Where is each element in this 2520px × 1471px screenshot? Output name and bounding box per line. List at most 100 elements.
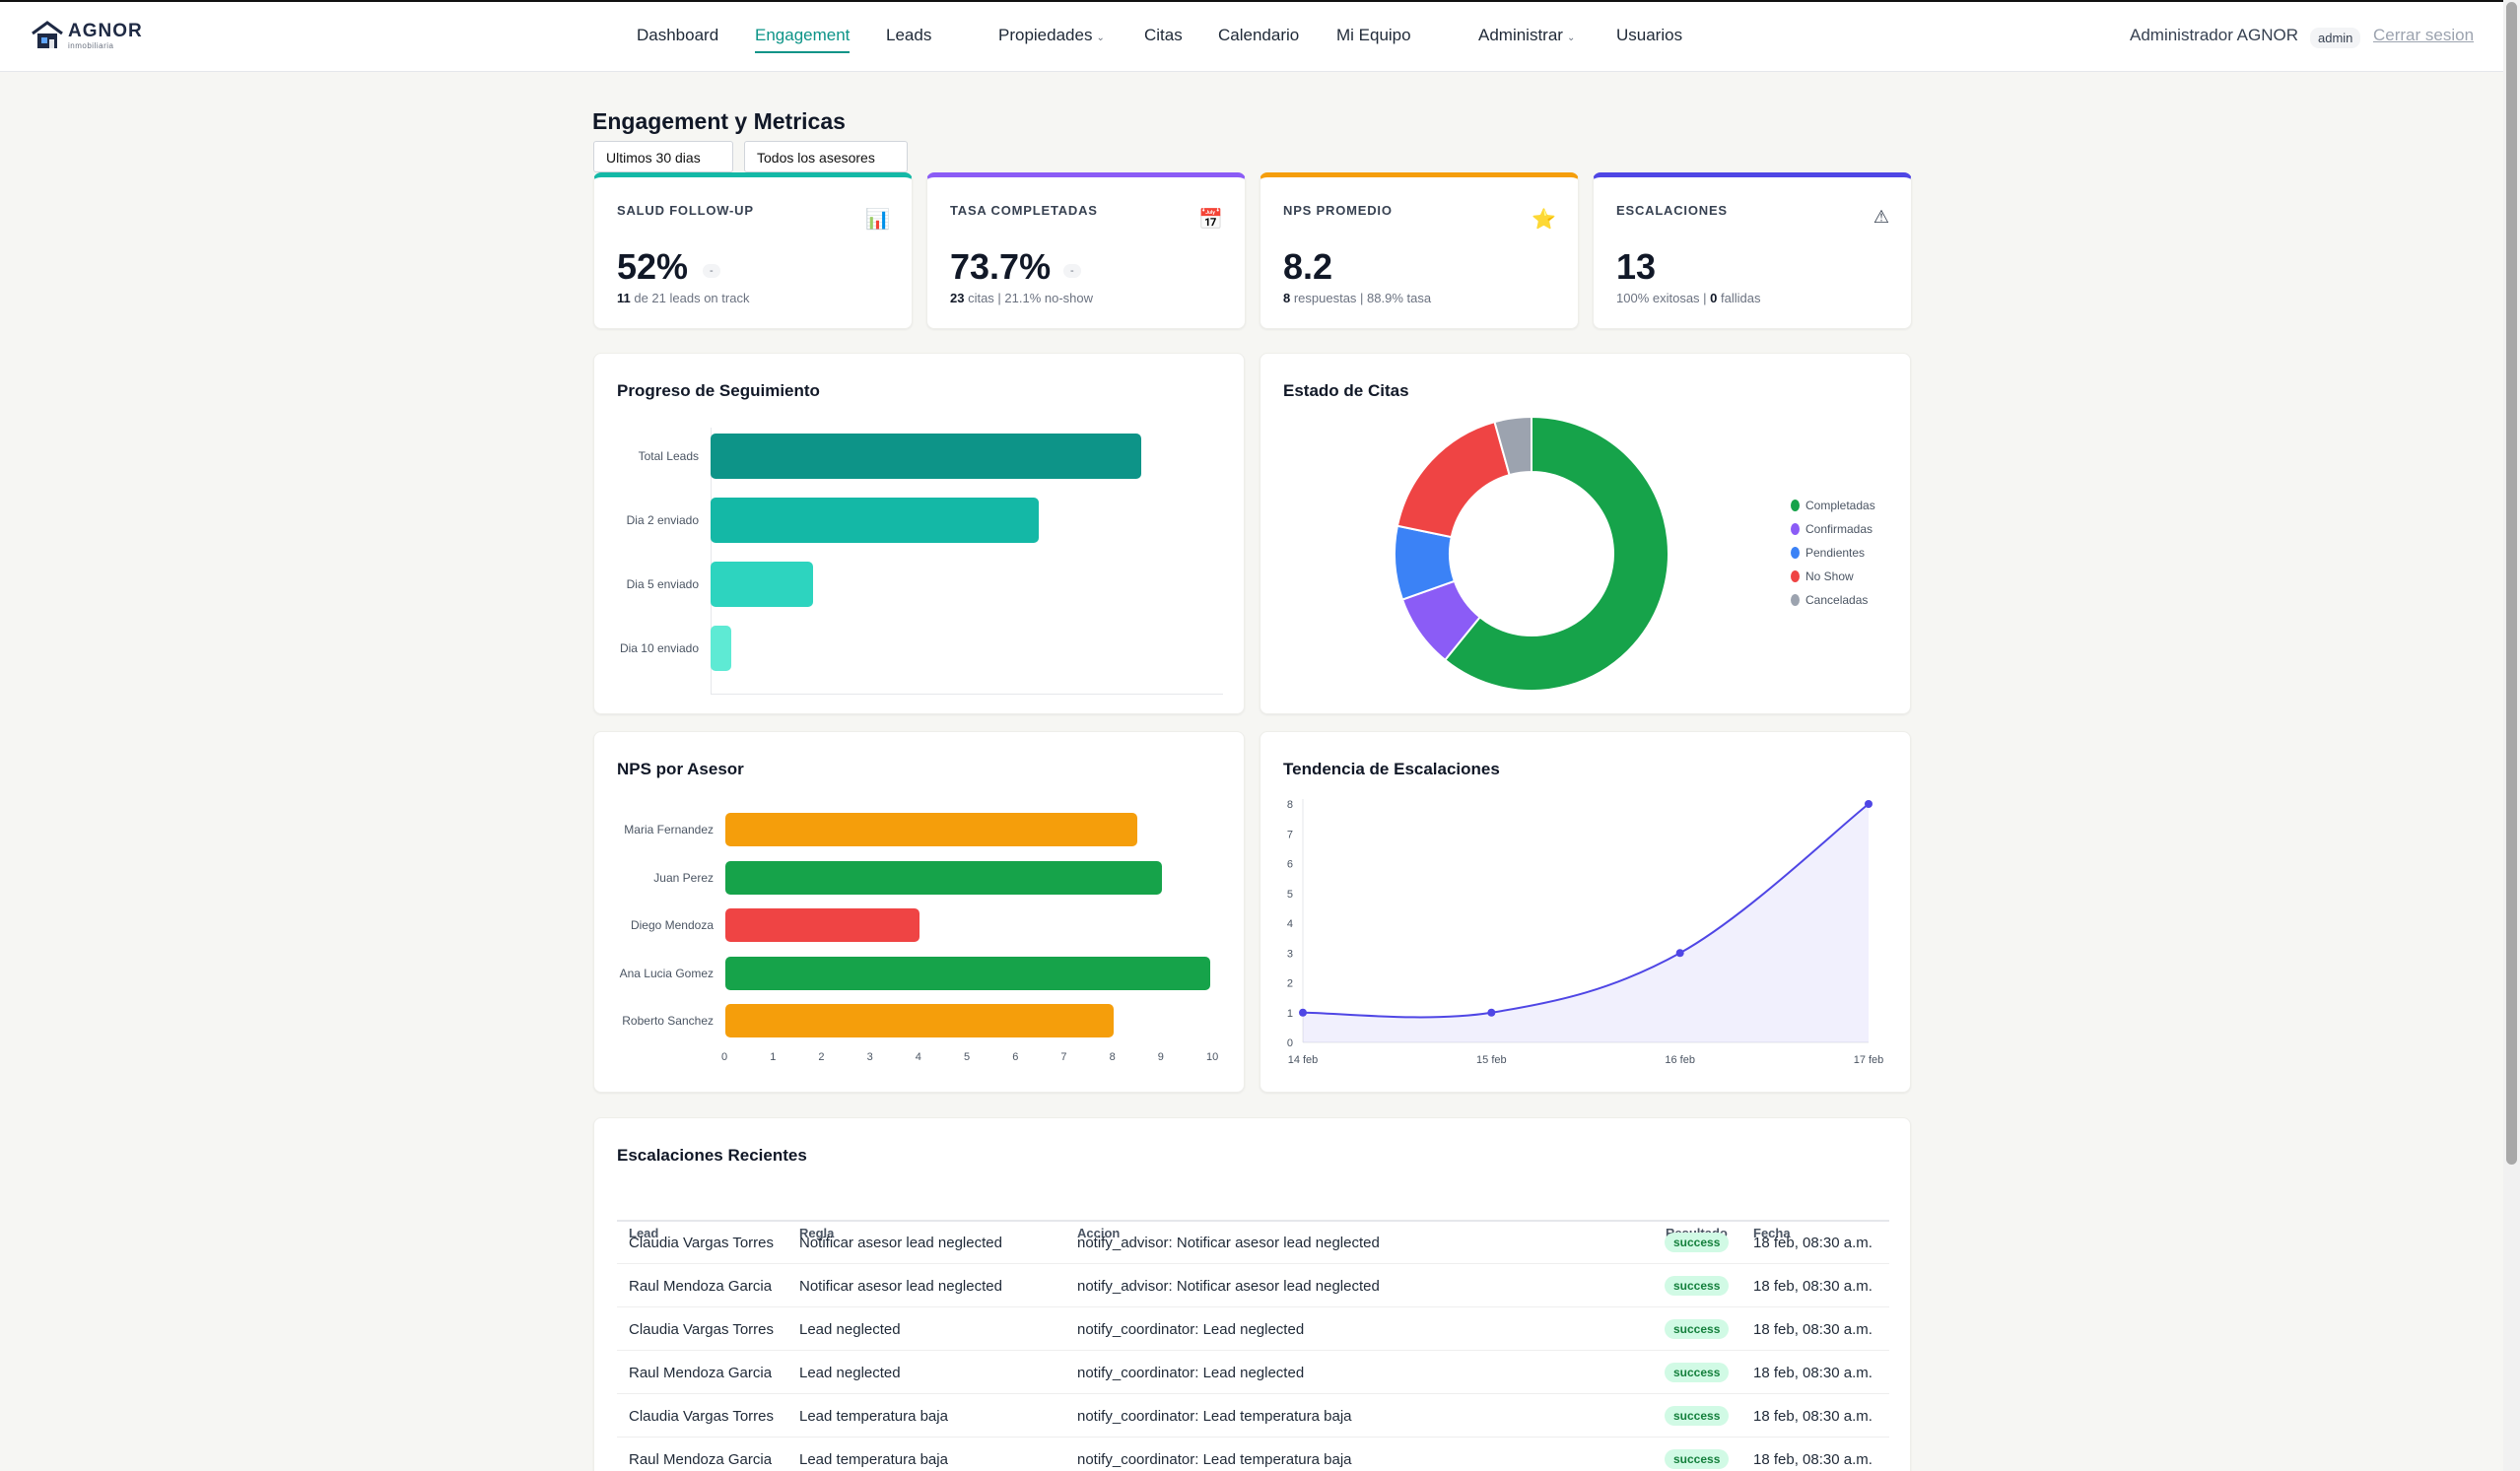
kpi-sub-text: respuestas | 88.9% tasa (1290, 291, 1432, 305)
brand-logo[interactable]: AGNOR inmobiliaria (31, 20, 143, 51)
period-select[interactable]: Ultimos 30 dias (593, 141, 733, 172)
cell-fecha: 18 feb, 08:30 a.m. (1753, 1365, 1873, 1381)
y-tick-label: 0 (1287, 1037, 1293, 1049)
kpi-sub-count: 11 (617, 291, 631, 305)
cell-fecha: 18 feb, 08:30 a.m. (1753, 1451, 1873, 1468)
column-header-lead[interactable]: Lead (629, 1226, 659, 1240)
nav-usuarios[interactable]: Usuarios (1616, 26, 1683, 44)
user-name: Administrador AGNOR (2130, 26, 2298, 44)
data-point (1675, 949, 1684, 958)
x-tick-label: 7 (1060, 1051, 1067, 1063)
cell-regla: Lead neglected (799, 1365, 901, 1381)
y-tick-label: 6 (1287, 859, 1293, 871)
table-row[interactable]: Claudia Vargas Torres Lead neglected notif… (617, 1307, 1889, 1351)
x-tick-label: 6 (1012, 1051, 1019, 1063)
y-tick-label: 5 (1287, 889, 1293, 901)
x-tick-label: 16 feb (1665, 1054, 1695, 1066)
legend-label: Pendientes (1805, 546, 1866, 560)
nav-citas[interactable]: Citas (1144, 26, 1183, 44)
advisor-select[interactable]: Todos los asesores (744, 141, 908, 172)
nav-propiedades-label: Propiedades (998, 26, 1093, 44)
nav-propiedades[interactable]: Propiedades ⌄ (998, 26, 1105, 45)
cell-lead: Claudia Vargas Torres (629, 1321, 775, 1338)
bar-label: Dia 2 enviado (626, 513, 699, 527)
status-badge: success (1665, 1363, 1730, 1382)
house-logo-icon (32, 21, 63, 48)
nps-chart-card: NPS por Asesor Maria Fernandez Juan Perez… (593, 731, 1245, 1093)
nav-administrar[interactable]: Administrar ⌄ (1478, 26, 1575, 45)
column-header-fecha[interactable]: Fecha (1753, 1226, 1791, 1240)
cell-regla: Notificar asesor lead neglected (799, 1278, 1002, 1295)
table-row[interactable]: Raul Mendoza Garcia Lead neglected notify_… (617, 1351, 1889, 1394)
legend-swatch (1791, 523, 1800, 535)
legend-swatch (1791, 500, 1800, 511)
table-row[interactable]: Raul Mendoza Garcia Notificar asesor lead… (617, 1264, 1889, 1307)
status-badge: success (1665, 1276, 1730, 1296)
legend-swatch (1791, 594, 1800, 606)
legend-item: Pendientes (1791, 546, 1865, 560)
y-tick-label: 1 (1287, 1008, 1293, 1020)
x-tick-label: 14 feb (1288, 1054, 1319, 1066)
brand-subtitle: inmobiliaria (68, 40, 114, 50)
legend-item: Completadas (1791, 499, 1875, 512)
cell-lead: Claudia Vargas Torres (629, 1408, 775, 1425)
kpi-label: TASA COMPLETADAS (950, 203, 1098, 218)
kpi-value: 13 (1616, 246, 1657, 287)
scrollbar-thumb[interactable] (2506, 2, 2517, 1165)
table-row[interactable]: Claudia Vargas Torres Lead temperatura ba… (617, 1394, 1889, 1438)
citas-chart-card: Estado de Citas Completadas Confirmadas Pe… (1260, 353, 1911, 714)
y-tick-label: 3 (1287, 948, 1293, 960)
nav-mi-equipo[interactable]: Mi Equipo (1336, 26, 1411, 44)
bar (711, 498, 1039, 543)
bar (711, 626, 731, 671)
cell-regla: Lead neglected (799, 1321, 901, 1338)
y-tick-label: 8 (1287, 799, 1293, 811)
kpi-delta-badge: - (703, 264, 720, 278)
cell-fecha: 18 feb, 08:30 a.m. (1753, 1235, 1873, 1251)
x-tick-label: 10 (1206, 1051, 1219, 1063)
bar-label: Dia 5 enviado (626, 577, 699, 591)
bar-label: Ana Lucia Gomez (619, 966, 714, 980)
legend-label: Completadas (1805, 499, 1875, 512)
cell-accion: notify_advisor: Notificar asesor lead ne… (1077, 1235, 1380, 1251)
table-title: Escalaciones Recientes (617, 1146, 807, 1165)
bar (711, 434, 1141, 479)
nav-administrar-label: Administrar (1478, 26, 1563, 44)
nav-dashboard[interactable]: Dashboard (637, 26, 719, 44)
table-header-divider (617, 1220, 1889, 1222)
logout-link[interactable]: Cerrar sesion (2373, 26, 2475, 44)
cell-lead: Raul Mendoza Garcia (629, 1365, 773, 1381)
cell-regla: Notificar asesor lead neglected (799, 1235, 1002, 1251)
kpi-value: 52% (617, 246, 689, 287)
nav-leads[interactable]: Leads (886, 26, 932, 44)
kpi-delta-badge: - (1063, 264, 1081, 278)
x-tick-label: 2 (818, 1051, 825, 1063)
column-header-accion[interactable]: Accion (1077, 1226, 1121, 1240)
bar-label: Maria Fernandez (624, 823, 714, 836)
kpi-label: NPS PROMEDIO (1283, 203, 1393, 218)
x-tick-label: 15 feb (1476, 1054, 1507, 1066)
pie-slice-canceladas (1493, 415, 1532, 477)
column-header-regla[interactable]: Regla (799, 1226, 835, 1240)
kpi-sub-text: de 21 leads on track (630, 291, 750, 305)
x-tick-label: 4 (915, 1051, 921, 1063)
x-tick-label: 3 (866, 1051, 873, 1063)
x-tick-label: 8 (1109, 1051, 1116, 1063)
cell-lead: Raul Mendoza Garcia (629, 1451, 773, 1468)
nav-engagement[interactable]: Engagement (755, 26, 851, 53)
cell-accion: notify_coordinator: Lead temperatura baj… (1077, 1451, 1352, 1468)
cell-fecha: 18 feb, 08:30 a.m. (1753, 1278, 1873, 1295)
kpi-label: ESCALACIONES (1616, 203, 1728, 218)
pie-slice-completadas (1443, 415, 1669, 692)
nav-calendario[interactable]: Calendario (1218, 26, 1300, 44)
status-badge: success (1665, 1449, 1730, 1469)
calendar-icon: 📅 (1198, 209, 1223, 231)
brand-name: AGNOR (68, 20, 143, 41)
chart-icon: 📊 (865, 209, 890, 231)
kpi-sub-text: citas | 21.1% no-show (964, 291, 1094, 305)
table-row[interactable]: Raul Mendoza Garcia Lead temperatura baja… (617, 1438, 1889, 1471)
kpi-sub-count: 0 (1710, 291, 1718, 305)
cell-accion: notify_coordinator: Lead neglected (1077, 1321, 1305, 1338)
legend-swatch (1791, 570, 1800, 582)
table-row[interactable]: Claudia Vargas Torres Notificar asesor le… (617, 1221, 1889, 1264)
